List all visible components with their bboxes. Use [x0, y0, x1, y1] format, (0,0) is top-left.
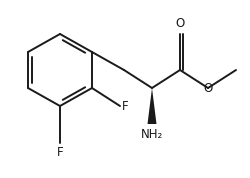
Text: O: O	[204, 82, 212, 95]
Text: F: F	[57, 146, 63, 159]
Polygon shape	[148, 88, 156, 124]
Text: F: F	[122, 100, 128, 112]
Text: NH₂: NH₂	[141, 128, 163, 141]
Text: O: O	[176, 17, 184, 30]
